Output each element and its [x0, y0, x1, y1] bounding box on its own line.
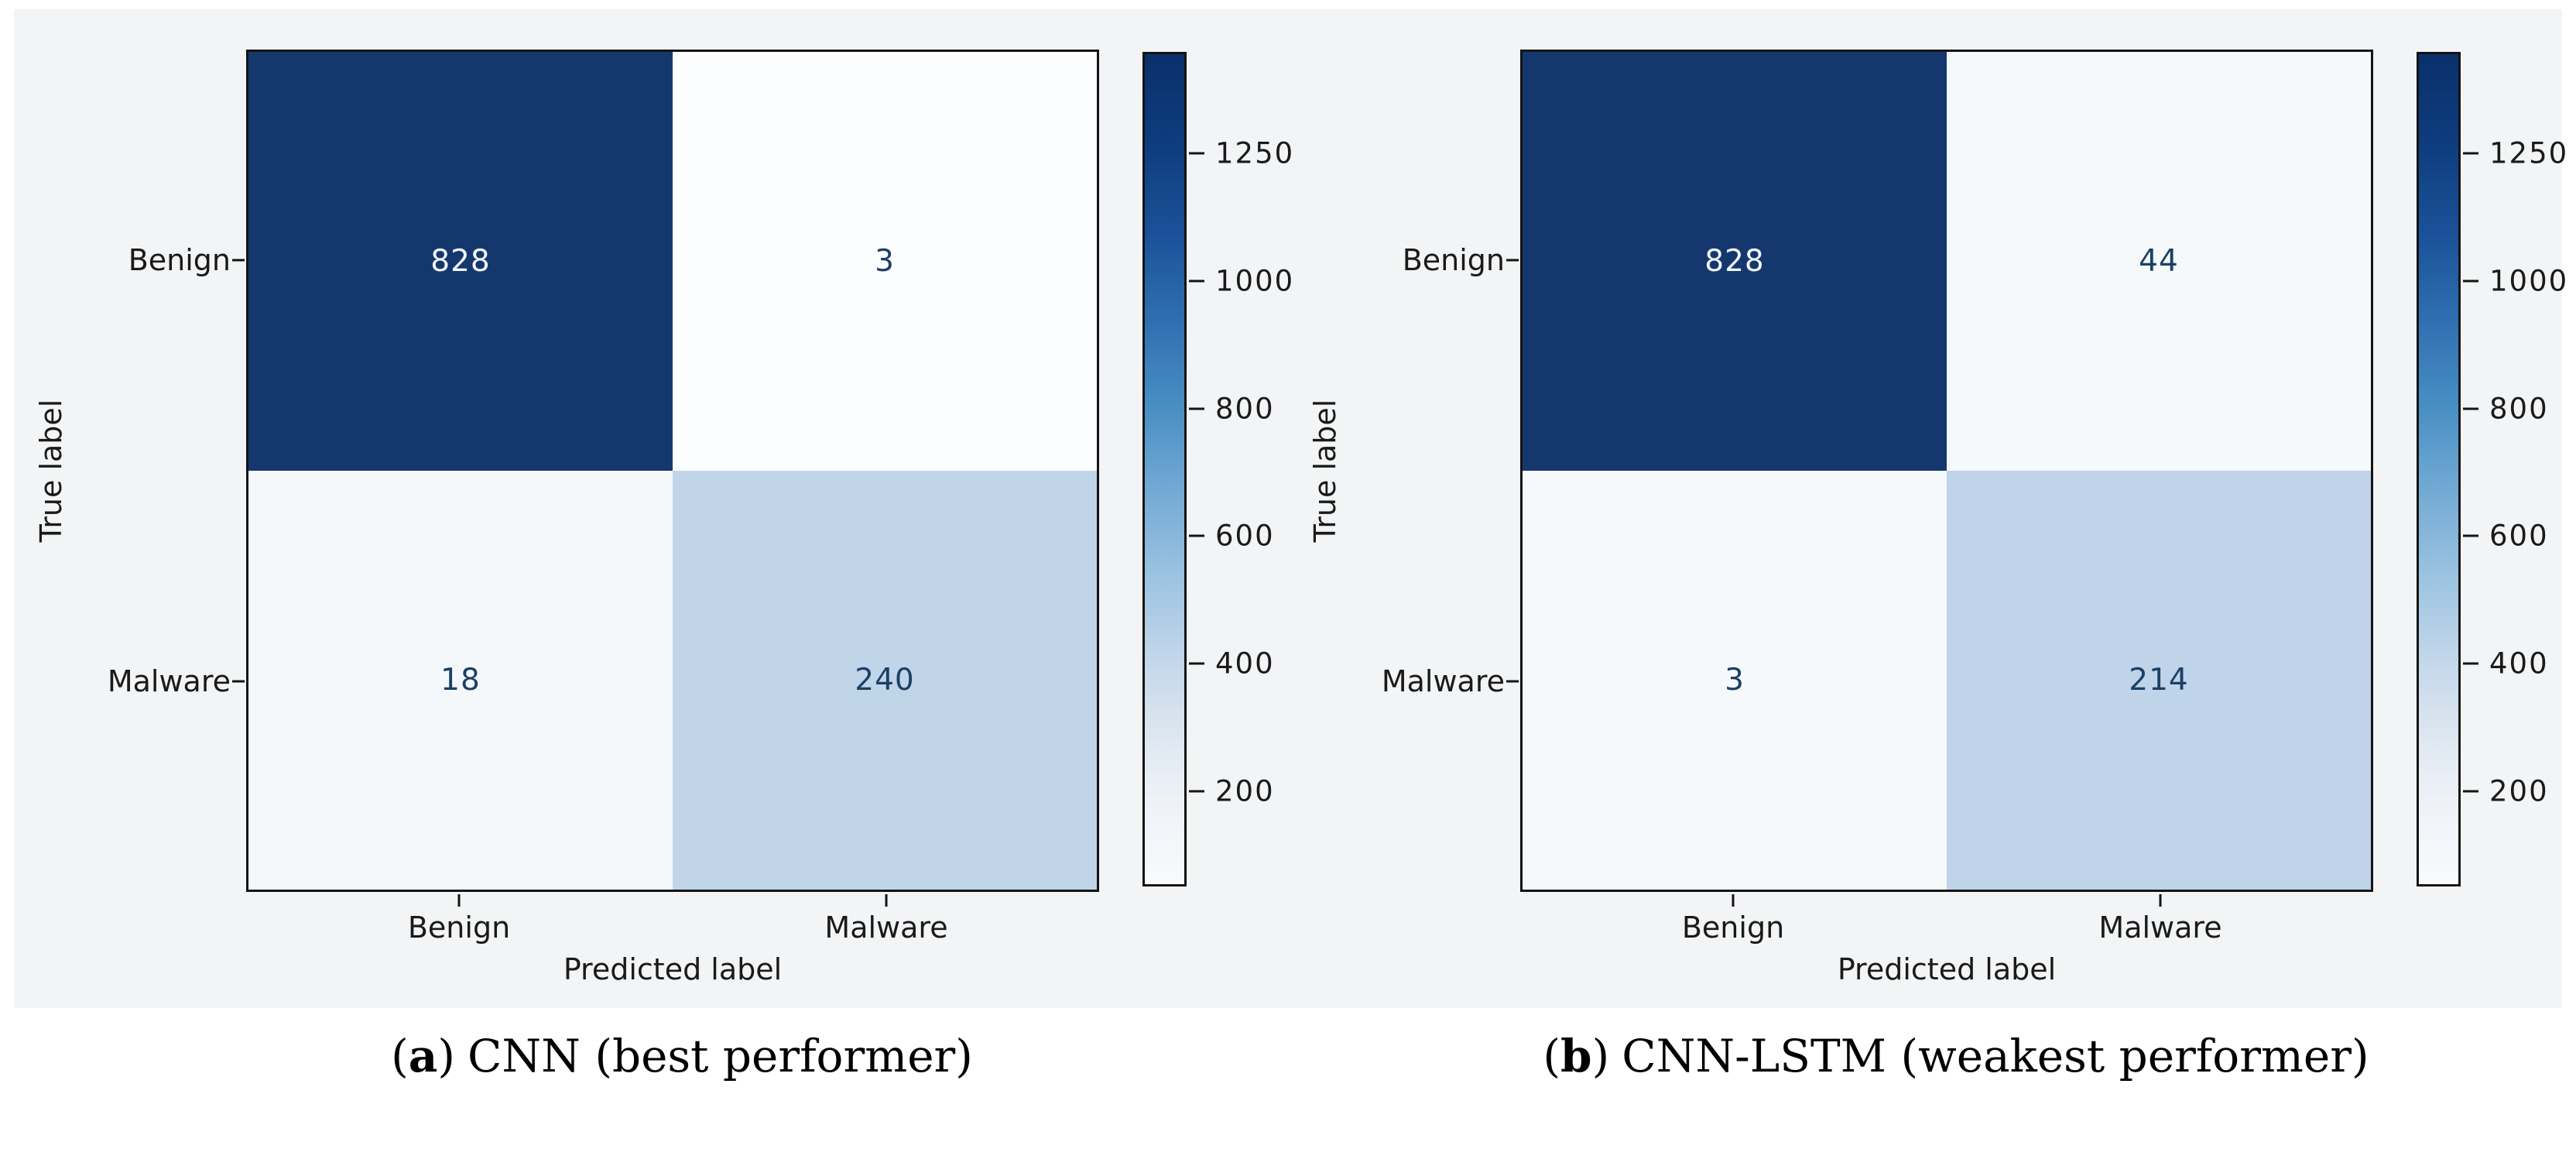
colorbar-tick: 200 [2463, 775, 2549, 808]
heatmap-cell-true-benign-pred-benign: 828 [1523, 52, 1947, 471]
colorbar-tick-label: 400 [1215, 646, 1275, 681]
x-tick-label-malware: Malware [824, 911, 948, 945]
colorbar-tick-mark [1189, 790, 1204, 793]
colorbar-tick: 1250 [1189, 137, 1294, 170]
confusion-matrix-figure: True label Benign Malware 828 3 18 240 [14, 9, 2567, 1082]
colorbar-tick-label: 800 [1215, 392, 1275, 426]
x-tick-mark [1732, 894, 1735, 907]
heatmap-cell-true-benign-pred-benign: 828 [248, 52, 673, 471]
colorbar-tick-mark [1189, 534, 1204, 537]
caption-panel-b: (b) CNN-LSTM (weakest performer) [1319, 1030, 2576, 1082]
colorbar-tick-mark [2463, 662, 2478, 665]
cell-value: 18 [440, 663, 481, 698]
caption-text: CNN (best performer) [468, 1030, 973, 1082]
y-tick-label-malware: Malware [107, 664, 231, 698]
heatmap-cell-true-malware-pred-malware: 214 [1947, 471, 2371, 890]
heatmap-cell-true-benign-pred-malware: 3 [673, 52, 1097, 471]
colorbar-tick-mark [1189, 407, 1204, 410]
x-tick-mark [2159, 894, 2162, 907]
x-tick-mark [885, 894, 888, 907]
cell-value: 214 [2129, 663, 2189, 698]
colorbar-tick-mark [2463, 790, 2478, 793]
y-tick-mark [232, 259, 245, 262]
y-axis-label: True label [34, 399, 68, 543]
heatmap-cell-true-benign-pred-malware: 44 [1947, 52, 2371, 471]
caption-panel-a: (a) CNN (best performer) [45, 1030, 1319, 1082]
caption-close-paren: ) [437, 1030, 455, 1082]
colorbar-tick-mark [1189, 662, 1204, 665]
cell-value: 3 [1725, 663, 1745, 698]
colorbar-tick-mark [1189, 279, 1204, 283]
y-tick-mark [1506, 680, 1519, 683]
caption-open-paren: ( [1543, 1030, 1561, 1082]
y-tick-mark [1506, 259, 1519, 262]
colorbar-tick: 600 [1189, 520, 1275, 553]
colorbar-tick: 1000 [2463, 265, 2568, 298]
x-axis-label: Predicted label [1837, 952, 2057, 986]
colorbar-tick-label: 200 [2489, 774, 2549, 808]
colorbar-tick-label: 400 [2489, 646, 2549, 681]
heatmap-grid: 828 3 18 240 [246, 50, 1099, 892]
cell-value: 240 [855, 663, 915, 698]
cell-value: 828 [1704, 244, 1765, 279]
x-tick-label-malware: Malware [2098, 911, 2222, 945]
cell-value: 828 [430, 244, 491, 279]
colorbar-tick-mark [1189, 152, 1204, 155]
colorbar-gradient [2417, 52, 2461, 887]
caption-letter: b [1560, 1030, 1592, 1082]
y-tick-mark [232, 680, 245, 683]
x-axis-label: Predicted label [563, 952, 783, 986]
colorbar-tick-label: 1000 [2489, 264, 2569, 298]
colorbar-tick: 400 [1189, 647, 1275, 681]
cell-value: 44 [2139, 244, 2179, 279]
caption-letter: a [408, 1030, 438, 1082]
heatmap-grid: 828 44 3 214 [1520, 50, 2373, 892]
colorbar-tick: 800 [1189, 393, 1275, 426]
heatmap-cell-true-malware-pred-benign: 18 [248, 471, 673, 890]
caption-close-paren: ) [1591, 1030, 1610, 1082]
colorbar-tick-label: 200 [1215, 774, 1275, 808]
colorbar-gradient [1142, 52, 1187, 887]
colorbar-tick: 600 [2463, 520, 2549, 553]
colorbar-tick-label: 1250 [2489, 136, 2569, 170]
x-tick-label-benign: Benign [407, 911, 511, 945]
colorbar-tick-label: 1000 [1215, 264, 1295, 298]
heatmap-cell-true-malware-pred-malware: 240 [673, 471, 1097, 890]
x-tick-label-benign: Benign [1681, 911, 1785, 945]
y-axis-label: True label [1308, 399, 1342, 543]
y-tick-label-benign: Benign [1402, 243, 1505, 277]
x-tick-mark [457, 894, 461, 907]
colorbar-tick: 800 [2463, 393, 2549, 426]
colorbar-tick: 400 [2463, 647, 2549, 681]
colorbar-tick-mark [2463, 152, 2478, 155]
colorbar-tick: 200 [1189, 775, 1275, 808]
y-tick-label-malware: Malware [1381, 664, 1505, 698]
colorbar-tick-label: 800 [2489, 392, 2549, 426]
colorbar-tick-label: 600 [2489, 519, 2549, 553]
colorbar-tick-mark [2463, 407, 2478, 410]
panel-a: True label Benign Malware 828 3 18 240 [14, 9, 1293, 1166]
colorbar-tick: 1000 [1189, 265, 1294, 298]
colorbar-tick-mark [2463, 279, 2478, 283]
colorbar-tick-label: 600 [1215, 519, 1275, 553]
y-tick-label-benign: Benign [128, 243, 231, 277]
colorbar-tick: 1250 [2463, 137, 2568, 170]
panel-b: True label Benign Malware 828 44 3 214 [1288, 9, 2567, 1166]
cell-value: 3 [875, 244, 895, 279]
heatmap-cell-true-malware-pred-benign: 3 [1523, 471, 1947, 890]
caption-text: CNN-LSTM (weakest performer) [1622, 1030, 2369, 1082]
colorbar-tick-label: 1250 [1215, 136, 1295, 170]
colorbar-tick-mark [2463, 534, 2478, 537]
caption-open-paren: ( [391, 1030, 409, 1082]
